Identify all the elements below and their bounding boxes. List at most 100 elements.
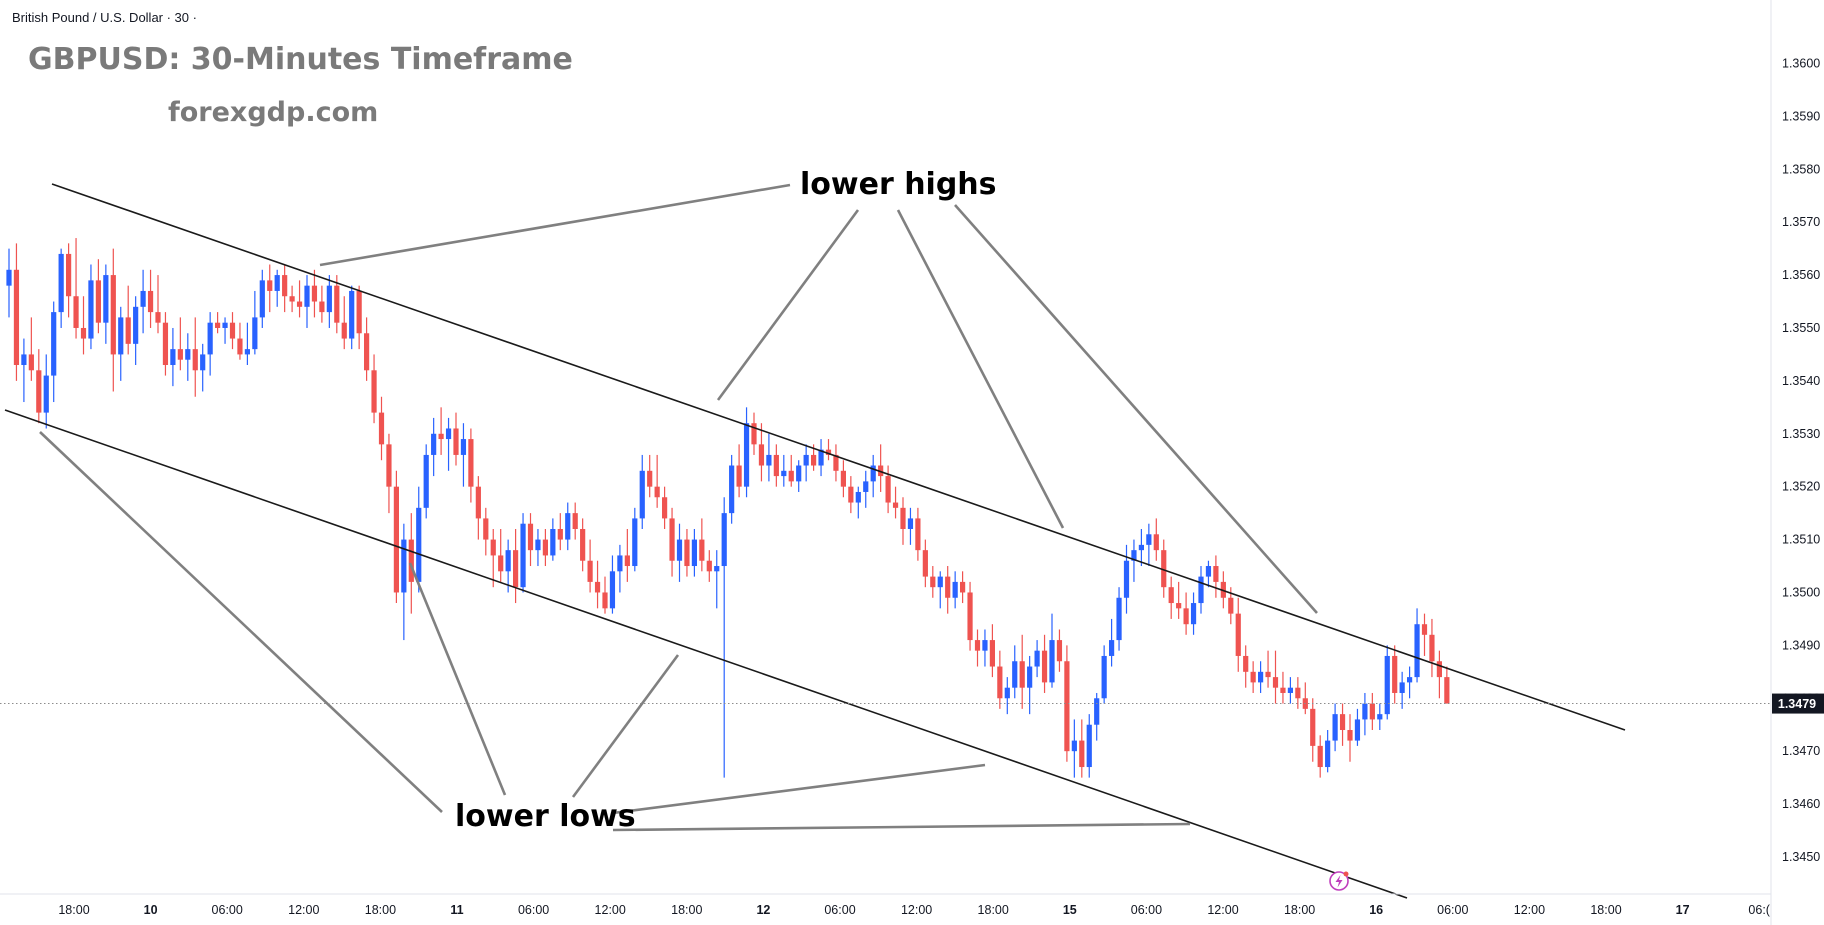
candle-body: [95, 280, 101, 323]
candle: [907, 507, 914, 545]
candle: [1339, 703, 1346, 746]
candle-body: [989, 640, 995, 667]
candle: [803, 444, 809, 482]
candle: [207, 312, 213, 376]
candle: [393, 470, 399, 604]
candle: [1027, 655, 1033, 715]
candle-body: [1287, 687, 1293, 693]
candle-body: [170, 349, 176, 366]
candle: [110, 248, 116, 392]
pointer-lower-lows-1: [39, 431, 443, 813]
candle: [1064, 645, 1070, 762]
candle-body: [729, 465, 735, 514]
candle-body: [639, 470, 645, 519]
candle-body: [393, 486, 399, 593]
candle-body: [1168, 587, 1174, 604]
candle: [863, 470, 869, 508]
candle: [1161, 539, 1167, 598]
candle: [1056, 629, 1063, 672]
candle-body: [1086, 724, 1092, 768]
candle: [177, 317, 183, 371]
candle: [244, 322, 250, 366]
time-tick-label: 06:00: [824, 903, 855, 917]
candle-body: [21, 354, 27, 366]
price-tick-label: 1.3560: [1782, 268, 1820, 282]
candle-body: [1377, 714, 1383, 720]
candle-body: [1421, 624, 1428, 635]
time-tick-label: 16: [1369, 903, 1383, 917]
candle: [930, 566, 936, 598]
candle-body: [1153, 534, 1159, 551]
candle-body: [215, 322, 221, 328]
symbol-label[interactable]: British Pound / U.S. Dollar · 30 ·: [12, 10, 197, 25]
candle-body: [1258, 671, 1264, 683]
candle: [1429, 618, 1435, 678]
candle-body: [505, 550, 511, 572]
candle: [304, 275, 310, 328]
candle: [699, 518, 705, 572]
lightning-alert-icon[interactable]: [1329, 871, 1349, 891]
time-tick-label: 18:00: [671, 903, 702, 917]
candle-body: [870, 465, 876, 482]
candle-body: [326, 285, 332, 313]
candle-body: [1071, 740, 1077, 752]
candle-body: [833, 454, 839, 471]
candle: [781, 454, 787, 487]
candle: [1243, 645, 1249, 688]
candle: [1153, 518, 1159, 561]
current-price-tag-bg: [1772, 693, 1824, 714]
candle-body: [907, 518, 914, 529]
candle-body: [766, 454, 772, 466]
candle: [1369, 692, 1375, 731]
candle: [1354, 708, 1361, 746]
candle: [162, 312, 169, 376]
candle-body: [1392, 655, 1398, 693]
price-axis: 1.3600 1.3590 1.3580 1.3570 1.3560 1.3550 1.35…: [1782, 56, 1820, 863]
candle-body: [863, 481, 869, 492]
candle: [743, 407, 750, 498]
candle-body: [468, 439, 474, 487]
candle-body: [177, 349, 183, 360]
candle: [989, 624, 995, 678]
channel-lower-line: [4, 409, 1408, 899]
candle-body: [289, 296, 295, 302]
candle: [758, 423, 765, 482]
candle: [371, 354, 377, 424]
candle-body: [781, 470, 787, 477]
candle: [773, 444, 779, 487]
price-tick-label: 1.3490: [1782, 638, 1820, 652]
candle-body: [945, 576, 951, 598]
candle-body: [207, 322, 213, 355]
candle: [311, 269, 318, 318]
candle-body: [58, 253, 64, 313]
price-tick-label: 1.3540: [1782, 374, 1820, 388]
time-tick-label: 06:(: [1748, 903, 1770, 917]
candle-body: [36, 370, 42, 413]
candle: [788, 454, 794, 487]
candle: [513, 528, 519, 604]
candle-body: [1004, 687, 1010, 699]
candle: [1198, 566, 1204, 614]
candle: [170, 327, 176, 387]
candle-body: [788, 470, 794, 482]
candle-body: [1205, 566, 1212, 577]
candle-body: [1339, 714, 1346, 731]
candle: [334, 275, 340, 334]
candle-body: [915, 518, 921, 551]
candle-body: [1332, 714, 1338, 741]
lower-lows-label: lower lows: [455, 799, 636, 834]
candle-body: [282, 275, 288, 297]
candle: [1176, 581, 1182, 619]
candle: [1213, 555, 1219, 598]
candle: [200, 343, 206, 392]
pointer-lower-lows-4: [612, 763, 986, 815]
candle-body: [88, 280, 94, 339]
candle: [945, 566, 951, 614]
candle-body: [349, 290, 355, 339]
candle-body: [237, 338, 243, 355]
candle-body: [341, 322, 347, 339]
candle-body: [1161, 550, 1167, 588]
candle: [1280, 671, 1286, 704]
